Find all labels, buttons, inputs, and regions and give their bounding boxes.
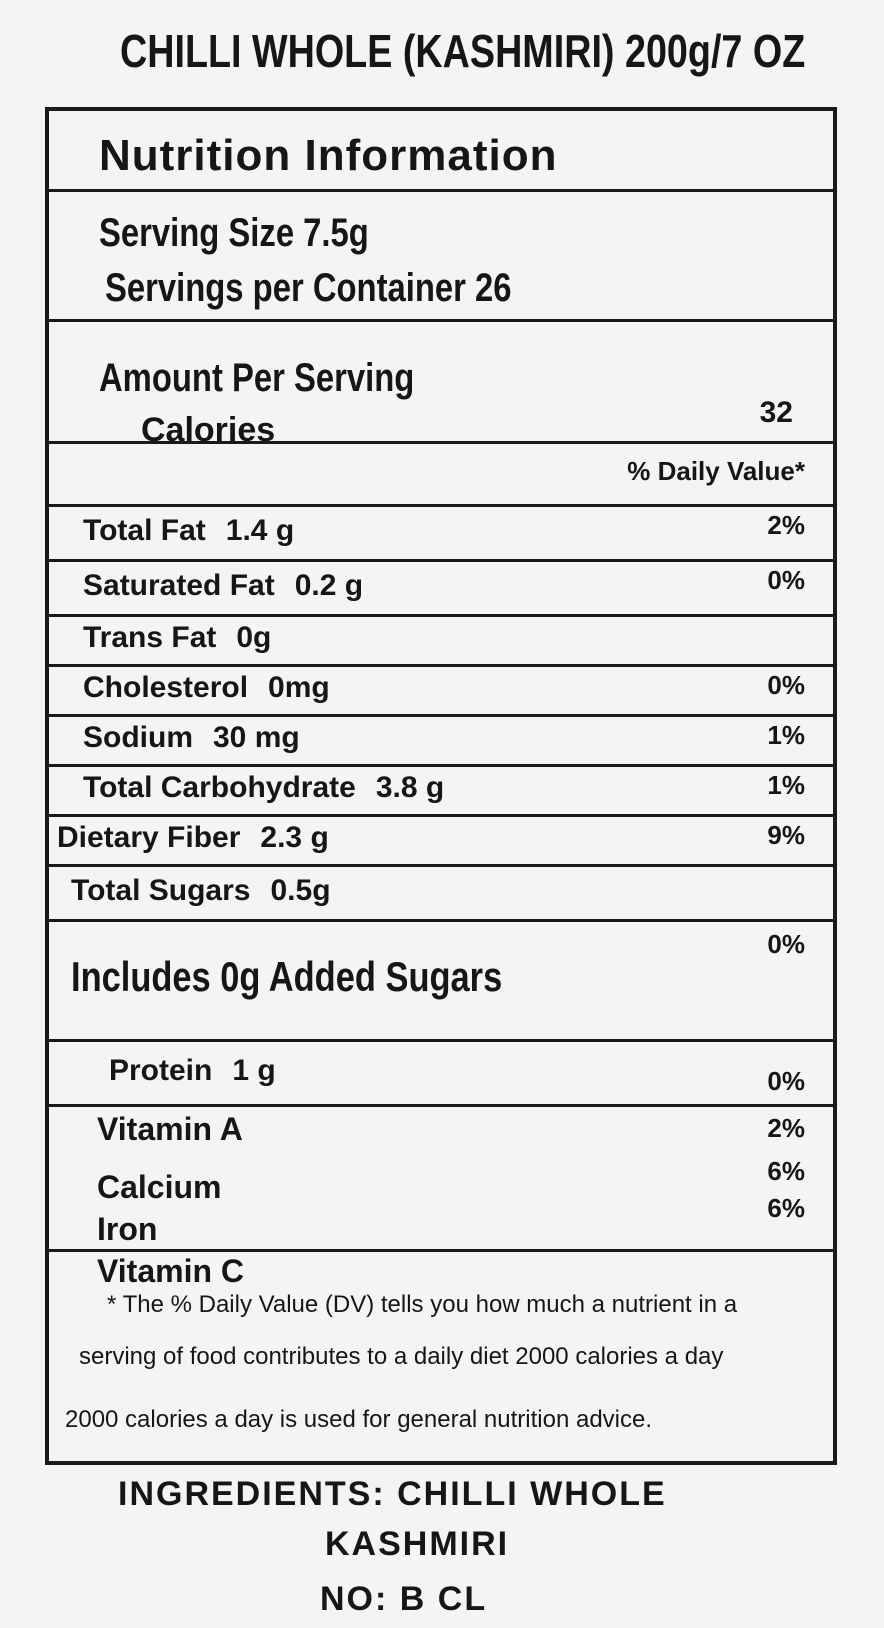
ingredients-line: INGREDIENTS: CHILLI WHOLE [118, 1475, 667, 1513]
vitamin-dv: 6% [767, 1193, 805, 1223]
footnote-line: 2000 calories a day is used for general … [65, 1406, 653, 1433]
nutrient-name: Saturated Fat [83, 568, 275, 602]
serving-size-text: Serving Size 7.5g [99, 211, 369, 255]
nutrient-name: Protein [109, 1053, 213, 1087]
separator [49, 764, 833, 767]
vitamin-name: Vitamin A [97, 1111, 243, 1147]
calories-value: 32 [759, 396, 793, 429]
nutrient-text: Saturated Fat 0.2 g [83, 569, 363, 603]
separator [49, 1249, 833, 1252]
nutrient-name: Total Fat [83, 513, 206, 547]
nutrient-name: Total Carbohydrate [83, 771, 356, 804]
nutrient-row: Cholesterol 0mg [83, 671, 330, 705]
nutrient-text: Dietary Fiber 2.3 g [57, 821, 329, 855]
footnote-line: * The % Daily Value (DV) tells you how m… [107, 1291, 738, 1318]
nutrient-name: Includes 0g Added Sugars [71, 953, 503, 1000]
vitamin-name: Iron [97, 1211, 158, 1247]
serving-size: Serving Size 7.5g [99, 211, 428, 256]
nutrient-row: Dietary Fiber 2.3 g [57, 821, 329, 855]
nutrient-text: Includes 0g Added Sugars [71, 953, 502, 1001]
daily-value: 0% [767, 929, 805, 959]
nutrient-name: Cholesterol [83, 671, 249, 704]
nutrient-amount: 0.2 g [294, 568, 364, 602]
nutrient-text: Trans Fat 0g [83, 621, 271, 655]
daily-value: 0% [767, 670, 805, 700]
separator [49, 664, 833, 667]
nutrient-amount: 0mg [268, 671, 330, 704]
nutrient-text: Total Carbohydrate 3.8 g [83, 771, 444, 805]
separator [49, 504, 833, 507]
separator [49, 864, 833, 867]
separator [49, 1039, 833, 1042]
nutrient-row: Total Carbohydrate 3.8 g [83, 771, 444, 805]
daily-value-header: % Daily Value* [627, 456, 805, 486]
nutrient-text: Protein 1 g [109, 1054, 276, 1088]
daily-value: 1% [767, 720, 805, 750]
separator [49, 319, 833, 322]
separator [49, 714, 833, 717]
vitamin-name: Vitamin C [97, 1253, 244, 1289]
nutrient-amount: 30 mg [213, 721, 300, 754]
separator [49, 189, 833, 192]
nutrient-name: Total Sugars [71, 873, 251, 907]
amount-per-serving: Amount Per Serving [99, 356, 484, 401]
nutrient-amount: 1 g [232, 1053, 276, 1087]
nutrient-text: Cholesterol 0mg [83, 671, 330, 705]
separator [49, 919, 833, 922]
label-heading: Nutrition Information [99, 131, 558, 180]
nutrient-row: Protein 1 g [109, 1054, 276, 1088]
nutrient-amount: 0.5g [270, 873, 331, 907]
nutrient-row: Includes 0g Added Sugars [71, 953, 597, 1001]
nutrient-row: Sodium 30 mg [83, 721, 300, 755]
nutrient-amount: 3.8 g [375, 771, 445, 804]
separator [49, 441, 833, 444]
nutrient-amount: 0g [236, 621, 272, 654]
servings-text: Servings per Container 26 [105, 266, 512, 310]
separator [49, 1104, 833, 1107]
daily-value: 0% [767, 565, 805, 595]
nutrient-row: Total Sugars 0.5g [71, 874, 331, 908]
nutrient-name: Trans Fat [83, 621, 217, 654]
nutrient-text: Sodium 30 mg [83, 721, 300, 755]
servings-per-container: Servings per Container 26 [105, 266, 601, 311]
nutrient-name: Sodium [83, 721, 193, 754]
nutrient-amount: 2.3 g [260, 821, 329, 854]
ingredients-line: KASHMIRI [325, 1525, 510, 1563]
calories-label: Calories [141, 411, 276, 449]
nutrient-row: Saturated Fat 0.2 g [83, 569, 363, 603]
nutrient-row: Total Fat 1.4 g [83, 514, 294, 548]
nutrient-name: Dietary Fiber [57, 821, 241, 854]
daily-value: 9% [767, 820, 805, 850]
daily-value: 1% [767, 770, 805, 800]
vitamin-dv: 2% [767, 1113, 805, 1143]
separator [49, 814, 833, 817]
nutrient-text: Total Fat 1.4 g [83, 514, 294, 548]
ingredients-line: NO: B CL [320, 1580, 488, 1618]
vitamin-name: Calcium [97, 1169, 222, 1205]
product-title-text: CHILLI WHOLE (KASHMIRI) 200g/7 OZ [120, 25, 806, 77]
vitamin-dv: 6% [767, 1156, 805, 1186]
footnote-line: serving of food contributes to a daily d… [79, 1343, 724, 1370]
nutrient-amount: 1.4 g [225, 513, 295, 547]
separator [49, 559, 833, 562]
separator [49, 614, 833, 617]
nutrient-row: Trans Fat 0g [83, 621, 271, 655]
product-title: CHILLI WHOLE (KASHMIRI) 200g/7 OZ [120, 24, 884, 78]
vitamin-dv: 0% [767, 1066, 805, 1096]
nutrient-text: Total Sugars 0.5g [71, 874, 331, 908]
amount-text: Amount Per Serving [99, 356, 415, 400]
nutrition-label: Nutrition Information Serving Size 7.5g … [45, 107, 837, 1465]
daily-value: 2% [767, 510, 805, 540]
